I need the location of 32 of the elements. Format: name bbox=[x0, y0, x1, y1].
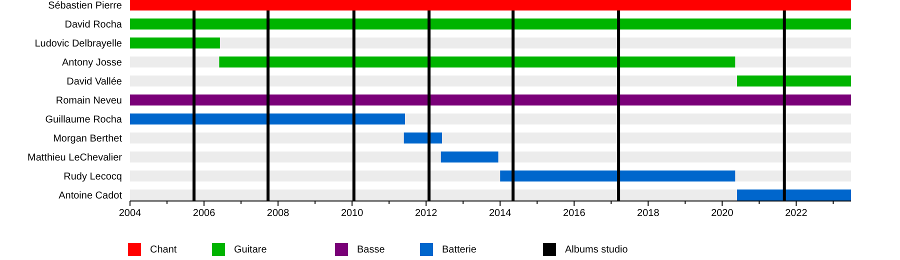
x-tick-label: 2010 bbox=[340, 208, 364, 219]
x-tick-label: 2006 bbox=[192, 208, 216, 219]
bar bbox=[440, 152, 498, 162]
y-tick-label: David Rocha bbox=[64, 20, 122, 30]
bar bbox=[737, 76, 851, 86]
y-tick-label: Antoine Cadot bbox=[58, 190, 122, 202]
x-tick-label: 2020 bbox=[711, 208, 734, 219]
x-tick-label: 2018 bbox=[637, 208, 660, 219]
y-tick-label: Matthieu LeChevalier bbox=[28, 152, 123, 164]
legend-label: Albums studio bbox=[565, 244, 628, 256]
x-tick-label: 2014 bbox=[489, 208, 512, 219]
y-tick-label: Sébastien Pierre bbox=[48, 0, 122, 12]
y-tick-label: Guillaume Rocha bbox=[45, 114, 122, 126]
bar bbox=[404, 132, 442, 144]
y-tick-label: Morgan Berthet bbox=[53, 134, 122, 144]
y-tick-label: Rudy Lecocq bbox=[64, 172, 122, 182]
bar bbox=[737, 190, 851, 200]
legend-label: Guitare bbox=[234, 244, 268, 256]
legend-label: Chant bbox=[150, 244, 177, 256]
x-tick-label: 2004 bbox=[118, 208, 142, 219]
y-tick-label: Romain Neveu bbox=[56, 96, 122, 106]
bar bbox=[130, 38, 220, 48]
legend-label: Basse bbox=[357, 244, 386, 256]
x-tick-label: 2022 bbox=[785, 208, 808, 219]
x-tick-label: 2012 bbox=[414, 208, 438, 219]
y-tick-label: Ludovic Delbrayelle bbox=[34, 38, 122, 50]
y-tick-label: David Vallée bbox=[66, 76, 122, 88]
legend-label: Batterie bbox=[442, 244, 477, 256]
bar bbox=[500, 170, 736, 182]
x-tick-label: 2008 bbox=[266, 208, 290, 219]
y-tick-label: Antony Josse bbox=[62, 58, 122, 68]
x-tick-label: 2016 bbox=[563, 208, 586, 219]
